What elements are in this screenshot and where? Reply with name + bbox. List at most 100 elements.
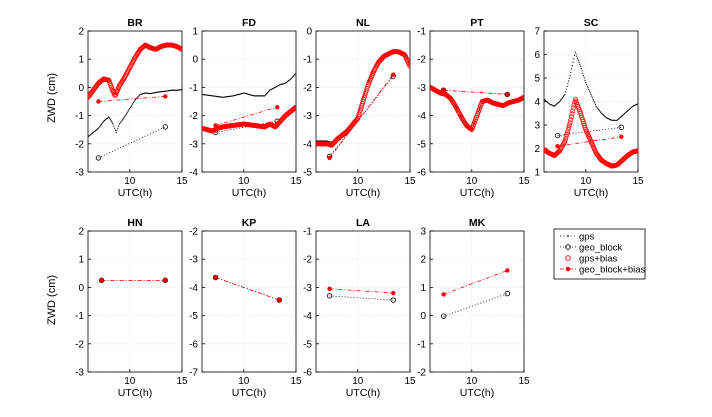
plot-area-mk — [440, 268, 510, 319]
gps-bias-point — [565, 129, 570, 135]
gps-bias-point — [570, 105, 576, 111]
ytick-label: -1 — [303, 55, 312, 66]
gps-bias-point — [357, 107, 363, 113]
gps-point — [293, 75, 295, 77]
plot-area-fd — [202, 72, 296, 136]
geo-block-bias-point — [619, 134, 624, 139]
xtick-label: 10 — [238, 376, 250, 387]
ytick-label: 5 — [534, 74, 540, 85]
axes-box-la — [315, 230, 411, 373]
gps-bias-point — [569, 111, 575, 117]
xtick-label: 10 — [238, 176, 250, 187]
legend-marker-geo-block — [565, 244, 571, 250]
gps-point — [590, 93, 592, 96]
geo-block-point — [554, 132, 561, 139]
geo-block-line — [329, 75, 394, 157]
ytick-label: -1 — [417, 27, 426, 38]
gps-bias-point — [564, 131, 570, 137]
ytick-label: -2 — [75, 339, 84, 350]
series-geo-block-la — [326, 293, 396, 303]
geo-block-point — [440, 313, 447, 319]
geo-block-bias-point — [277, 297, 282, 303]
axes-box-nl — [315, 30, 411, 173]
gps-point — [265, 93, 267, 95]
geo-block-line — [329, 295, 394, 301]
xlabel-fd: UTC(h) — [232, 187, 266, 199]
plot-area-la — [326, 286, 396, 303]
geo-block-bias-point — [99, 278, 104, 283]
geo-block-bias-point — [163, 94, 168, 99]
gps-point — [591, 97, 594, 99]
gps-point — [594, 102, 596, 104]
panel-mk: 10 15 -2 -1 0 1 2 3 MK UTC(h) — [417, 217, 530, 399]
legend-marker-gps-bias — [565, 255, 571, 261]
ytick-label: -3 — [189, 139, 198, 150]
ytick-label: -2 — [189, 111, 198, 122]
gps-bias-point — [568, 114, 574, 120]
panel-br: 10 15 -3 -2 -1 0 1 2 BR UTC(h) — [75, 17, 188, 199]
geo-block-point — [504, 290, 510, 297]
series-geo-block-mk — [440, 290, 510, 319]
plot-area-sc — [544, 51, 638, 169]
ytick-label: 1 — [534, 168, 540, 179]
geo-block-bias-point — [213, 275, 218, 280]
gps-point — [97, 127, 100, 129]
axes-box-mk — [429, 230, 525, 373]
axes-box-pt — [429, 30, 525, 173]
gps-point — [264, 95, 266, 97]
gps-point — [579, 63, 581, 65]
gps-bias-point — [292, 105, 296, 111]
gps-bias-point — [293, 104, 296, 110]
gps-point — [110, 119, 112, 122]
series-gps-sc — [544, 51, 638, 121]
panel-title-nl: NL — [356, 17, 371, 29]
gps-point — [115, 131, 117, 134]
legend-label-gps: gps — [579, 232, 595, 243]
geo-block-bias-point — [327, 286, 332, 292]
gps-point — [598, 109, 600, 111]
ytick-label: 1 — [420, 283, 426, 294]
ylabel-bottom: ZWD (cm) — [46, 275, 58, 325]
ytick-label: -3 — [303, 111, 312, 122]
geo-block-point — [162, 124, 168, 130]
gps-point — [132, 103, 134, 105]
ytick-label: -3 — [303, 283, 312, 294]
geo-block-bias-point — [505, 92, 510, 97]
gps-point — [113, 125, 115, 127]
ytick-label: -3 — [75, 168, 84, 179]
gps-point — [575, 53, 577, 55]
gps-point — [124, 115, 126, 117]
gps-point — [561, 97, 563, 100]
ytick-label: 3 — [534, 121, 540, 132]
panel-title-kp: KP — [242, 217, 257, 229]
series-geo-block-sc — [554, 124, 624, 139]
panel-title-mk: MK — [469, 217, 486, 229]
gps-bias-point — [521, 94, 524, 100]
gps-point — [597, 107, 599, 109]
gps-point — [126, 111, 129, 113]
gps-point — [267, 92, 269, 94]
series-geo-bias-pt — [441, 88, 510, 97]
ytick-label: 0 — [78, 283, 84, 294]
gps-point — [591, 95, 593, 97]
gps-point — [136, 97, 138, 99]
gps-point — [117, 127, 119, 129]
gps-bias-point — [562, 138, 568, 144]
geo-block-bias-line — [557, 136, 622, 147]
ytick-label: -4 — [417, 111, 426, 122]
gps-bias-point — [567, 120, 573, 126]
ytick-label: 0 — [306, 27, 312, 38]
geo-block-line — [443, 293, 508, 317]
gps-point — [584, 79, 586, 81]
panel-title-hn: HN — [127, 217, 142, 229]
gps-point — [573, 54, 576, 57]
geo-block-bias-point — [391, 290, 396, 296]
panel-kp: 10 15 -7 -6 -5 -4 -3 -2 KP UTC(h) — [189, 217, 302, 399]
panel-title-la: LA — [356, 217, 370, 229]
gps-point — [594, 103, 597, 106]
ytick-label: 1 — [78, 255, 84, 266]
gps-point — [114, 129, 117, 132]
xlabel-sc: UTC(h) — [574, 187, 608, 199]
ytick-label: -4 — [189, 283, 198, 294]
xlabel-la: UTC(h) — [346, 387, 380, 399]
